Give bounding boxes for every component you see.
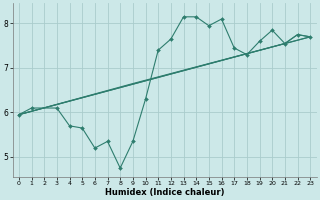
X-axis label: Humidex (Indice chaleur): Humidex (Indice chaleur) [105, 188, 224, 197]
